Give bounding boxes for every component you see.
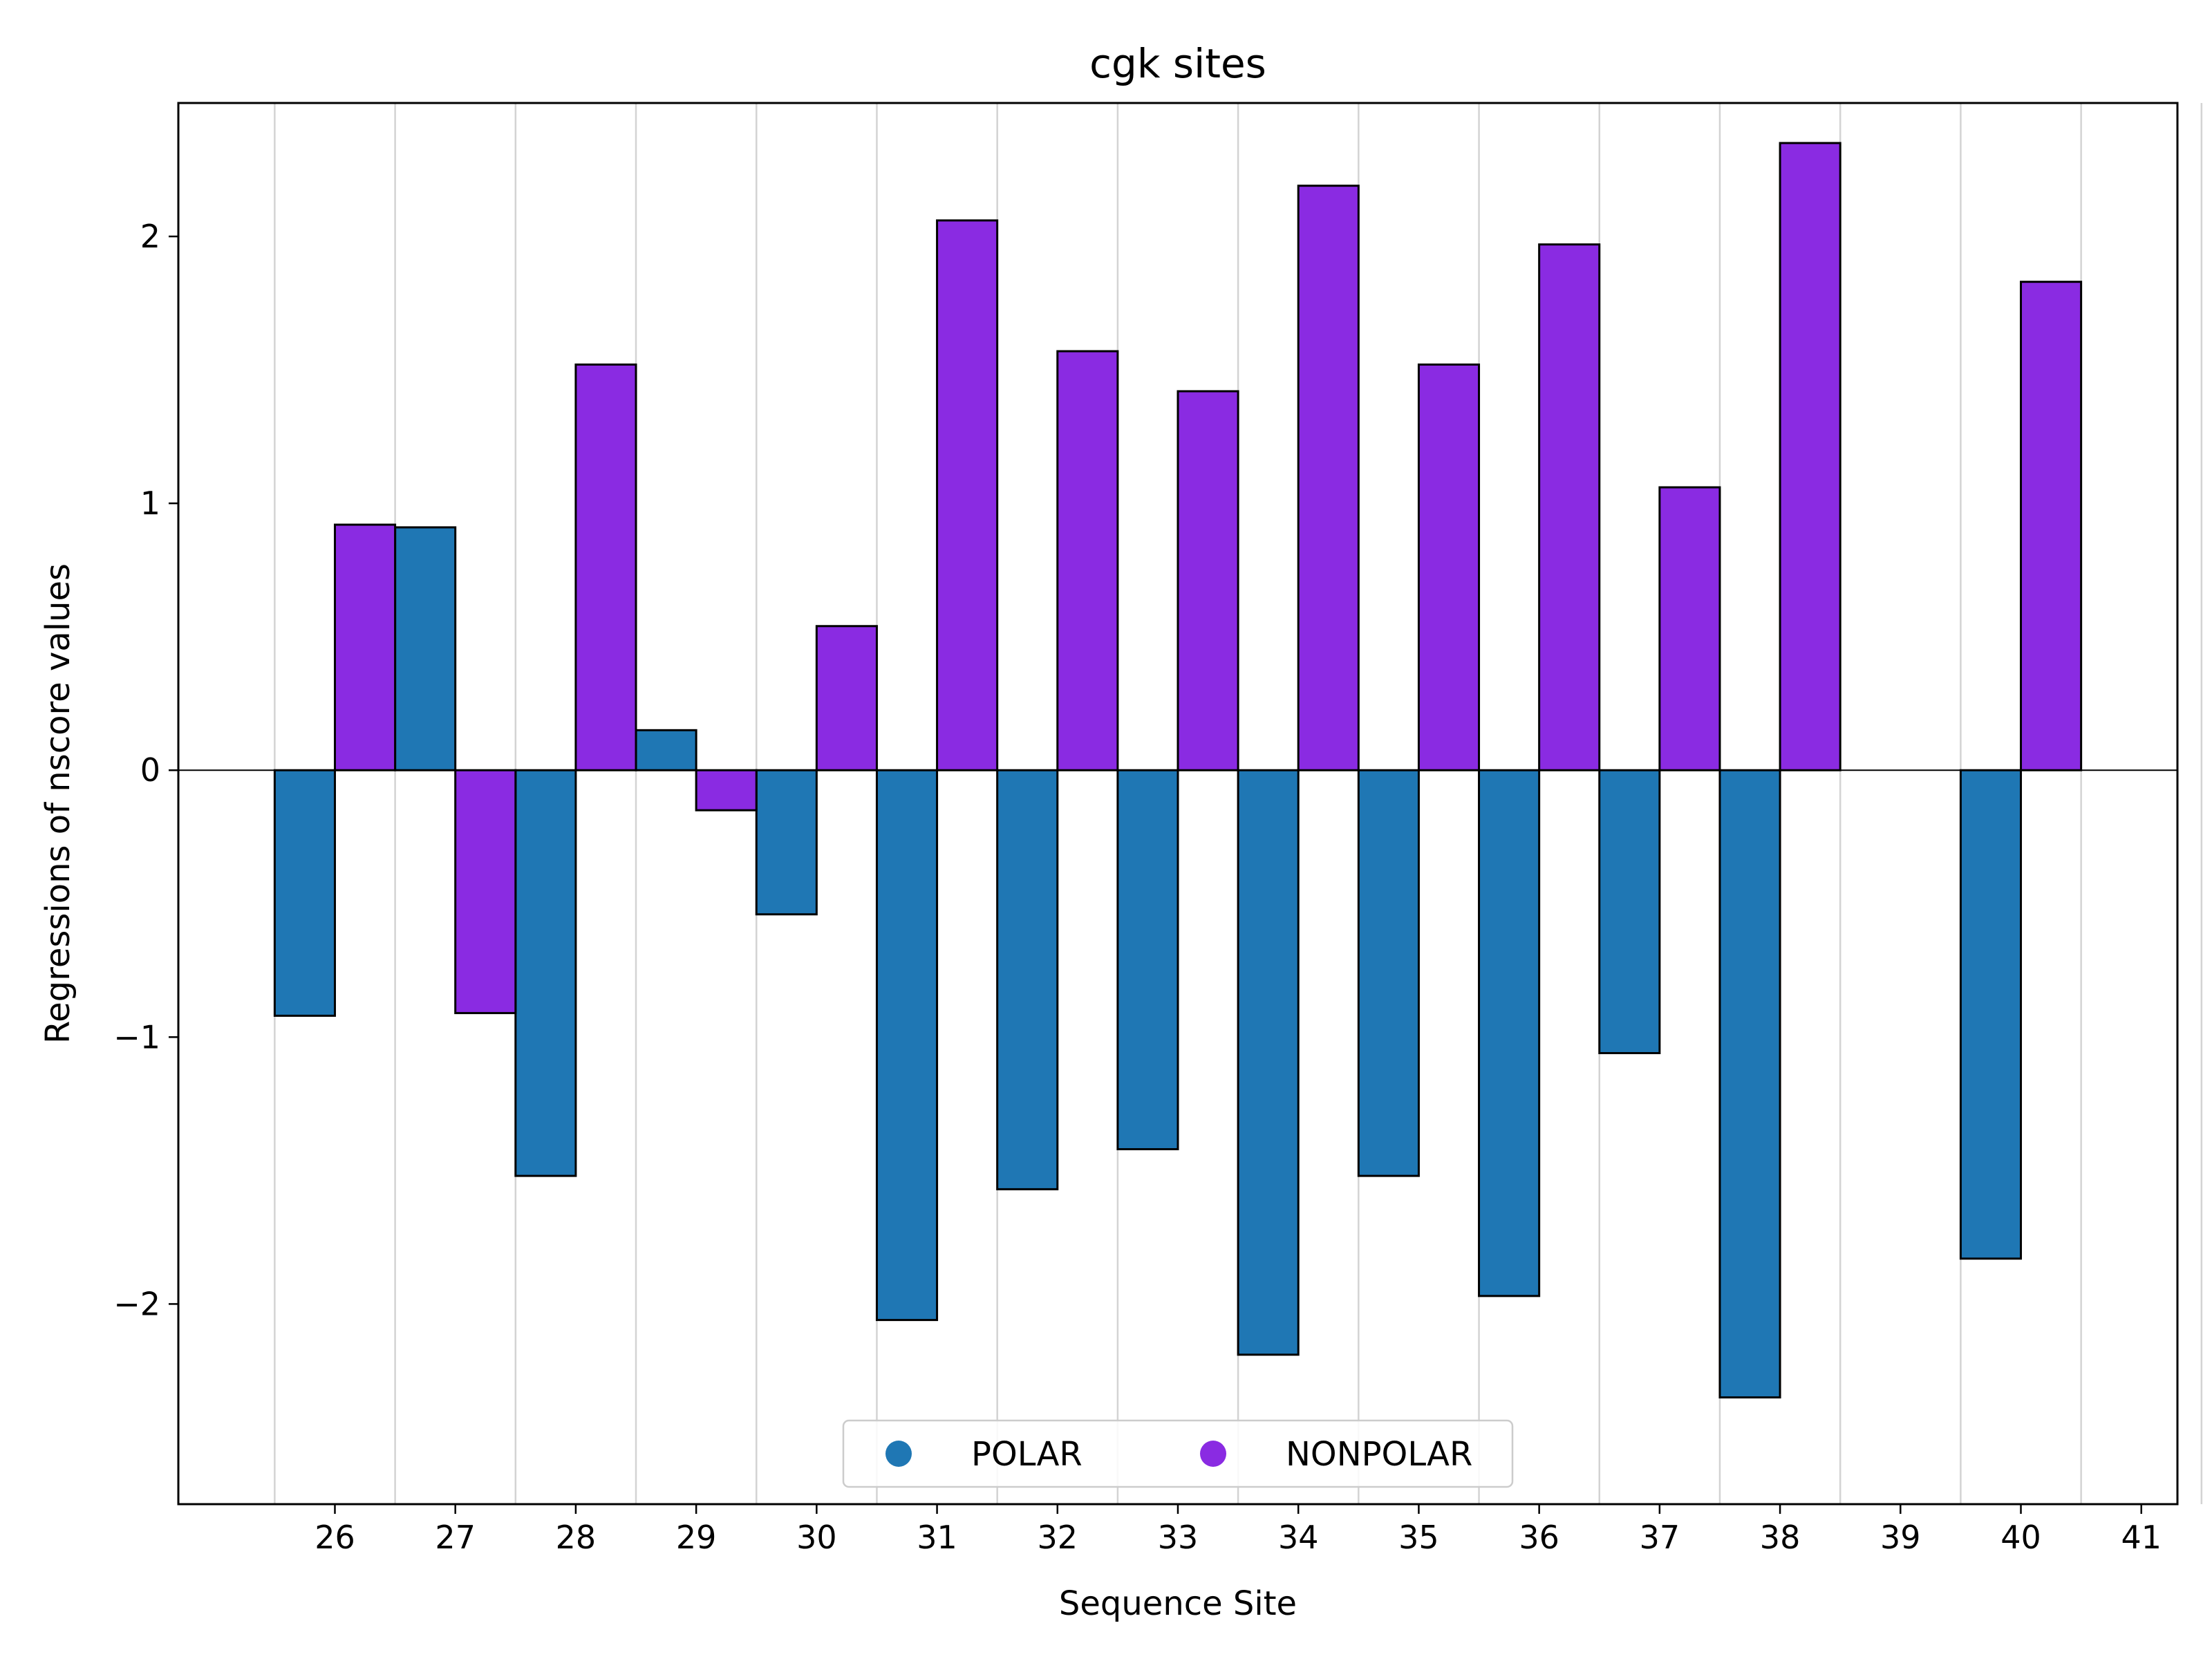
x-axis-ticks: 26 27 28 29 30 31 32 33 34 35 36 37 38 39 40 41	[315, 1504, 2162, 1556]
x-tick-label: 33	[1158, 1519, 1199, 1556]
x-tick-label: 30	[796, 1519, 837, 1556]
bar-nonpolar-37	[1658, 486, 1721, 771]
y-axis-ticks: −2 −1 0 1 2	[113, 218, 178, 1322]
x-tick-label: 40	[2000, 1519, 2041, 1556]
bar-polar-32	[996, 769, 1059, 1190]
x-tick-label: 29	[676, 1519, 717, 1556]
legend-label-polar: POLAR	[971, 1435, 1082, 1474]
x-tick-label: 35	[1398, 1519, 1439, 1556]
bar-polar-29	[635, 729, 697, 771]
legend-marker-polar	[885, 1441, 912, 1467]
bar-nonpolar-36	[1538, 243, 1601, 771]
bar-polar-38	[1718, 769, 1781, 1399]
x-tick-label: 39	[1880, 1519, 1921, 1556]
x-tick-label: 28	[556, 1519, 597, 1556]
y-tick-label: 1	[140, 485, 160, 522]
bar-polar-30	[755, 769, 818, 916]
x-tick-label: 41	[2121, 1519, 2162, 1556]
y-tick-label: 2	[140, 218, 160, 255]
bar-polar-27	[394, 526, 457, 771]
x-tick-label: 34	[1278, 1519, 1319, 1556]
bar-polar-33	[1116, 769, 1179, 1150]
x-tick-label: 26	[315, 1519, 355, 1556]
x-tick-label: 37	[1640, 1519, 1680, 1556]
x-tick-label: 27	[435, 1519, 476, 1556]
x-tick-label: 32	[1038, 1519, 1078, 1556]
bar-nonpolar-35	[1417, 363, 1481, 771]
y-tick-label: −1	[113, 1018, 160, 1056]
x-axis-label: Sequence Site	[1059, 1584, 1297, 1623]
bar-nonpolar-28	[574, 363, 637, 771]
bar-polar-34	[1237, 769, 1300, 1356]
bar-polar-37	[1598, 769, 1661, 1054]
x-tick-label: 36	[1519, 1519, 1559, 1556]
bar-polar-40	[1959, 769, 2023, 1260]
bar-polar-35	[1357, 769, 1420, 1177]
bar-polar-36	[1478, 769, 1541, 1297]
bar-nonpolar-38	[1779, 142, 1841, 771]
bar-nonpolar-29	[695, 769, 758, 812]
bar-nonpolar-33	[1177, 390, 1239, 771]
bar-nonpolar-31	[936, 219, 999, 771]
y-tick-label: −2	[113, 1285, 160, 1322]
bar-polar-26	[273, 769, 336, 1017]
legend: POLAR NONPOLAR	[842, 1419, 1514, 1488]
bar-nonpolar-26	[333, 523, 397, 771]
bar-nonpolar-32	[1056, 350, 1119, 771]
x-tick-label: 38	[1760, 1519, 1801, 1556]
bar-nonpolar-40	[2020, 281, 2083, 771]
legend-label-nonpolar: NONPOLAR	[1286, 1435, 1472, 1474]
y-axis-label: Regressions of nscore values	[39, 563, 77, 1044]
legend-box	[842, 1419, 1514, 1488]
bar-polar-28	[514, 769, 577, 1177]
y-tick-label: 0	[140, 751, 160, 789]
legend-marker-nonpolar	[1200, 1441, 1226, 1467]
bar-polar-31	[875, 769, 939, 1322]
bars	[273, 142, 2083, 1399]
bar-nonpolar-30	[815, 625, 878, 771]
bar-nonpolar-34	[1297, 185, 1360, 771]
bar-nonpolar-27	[454, 769, 517, 1015]
x-tick-label: 31	[917, 1519, 957, 1556]
chart-title: cgk sites	[1089, 40, 1266, 87]
